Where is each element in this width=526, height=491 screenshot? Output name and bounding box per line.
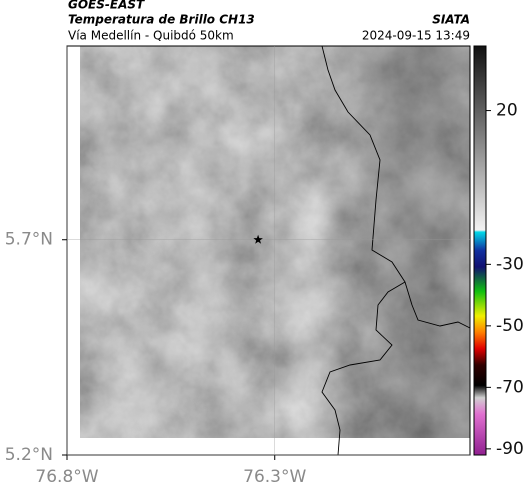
y-tick-label: 5.2°N	[5, 445, 53, 465]
y-tick-label: 5.7°N	[5, 230, 53, 250]
colorbar-tick-label: -30	[496, 254, 524, 274]
location-marker	[253, 234, 263, 244]
x-tick-label: 76.8°W	[35, 467, 98, 487]
border-line	[321, 45, 471, 329]
timestamp: 2024-09-15 13:49	[362, 29, 470, 43]
subtitle: Vía Medellín - Quibdó 50km	[68, 29, 234, 43]
colorbar-tick-label: -70	[496, 377, 524, 397]
satellite-image	[80, 45, 471, 456]
title: Temperatura de Brillo CH13	[68, 13, 255, 27]
colorbar	[473, 45, 487, 456]
cloud-shade	[80, 46, 470, 438]
credit: SIATA	[432, 13, 470, 27]
colorbar-tick-label: 20	[496, 101, 518, 121]
border-line	[321, 281, 406, 456]
x-tick-label: 76.3°W	[243, 467, 306, 487]
colorbar-tick-label: -50	[496, 316, 524, 336]
source: GOES-EAST	[68, 0, 145, 12]
colorbar-tick-label: -90	[496, 439, 524, 459]
